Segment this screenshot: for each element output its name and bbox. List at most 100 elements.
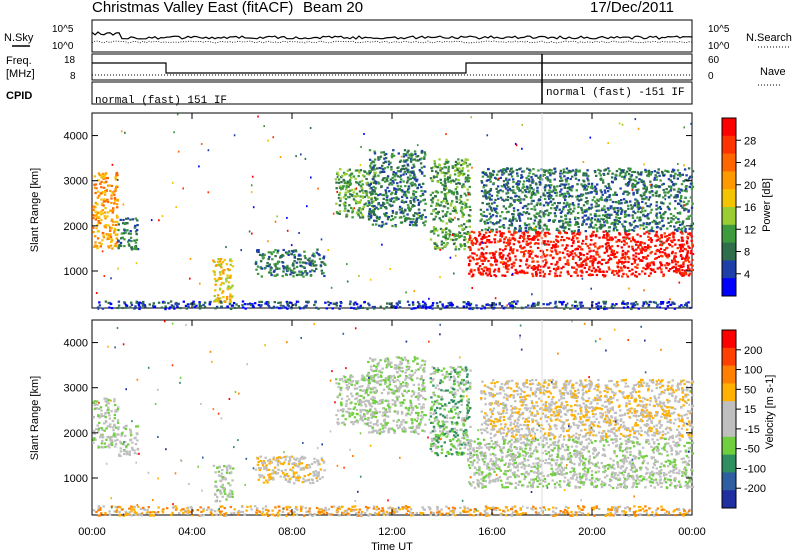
- data-cell: [493, 274, 496, 277]
- data-cell: [475, 304, 478, 307]
- data-cell: [518, 212, 522, 215]
- data-cell: [266, 303, 270, 306]
- data-cell: [327, 300, 330, 304]
- data-cell: [442, 235, 445, 238]
- data-cell: [443, 174, 446, 178]
- data-cell: [120, 237, 123, 240]
- data-cell: [604, 210, 607, 214]
- data-cell: [547, 303, 551, 306]
- data-cell: [509, 246, 512, 249]
- data-cell: [562, 300, 565, 303]
- data-cell: [96, 424, 99, 427]
- data-cell: [108, 229, 112, 232]
- data-cell: [504, 247, 507, 251]
- data-cell: [369, 166, 372, 169]
- data-cell: [655, 233, 658, 236]
- data-cell: [563, 186, 566, 189]
- data-cell: [261, 253, 265, 256]
- data-cell: [410, 307, 413, 310]
- data-cell: [424, 153, 427, 156]
- data-cell: [538, 225, 542, 228]
- data-cell: [549, 186, 552, 189]
- data-cell: [106, 425, 110, 428]
- data-cell: [322, 271, 325, 275]
- data-cell: [611, 181, 614, 184]
- data-cell: [450, 303, 453, 306]
- data-cell: [561, 172, 564, 175]
- data-cell: [617, 209, 620, 212]
- data-cell: [534, 216, 537, 219]
- data-cell: [446, 176, 450, 179]
- data-cell: [606, 207, 609, 210]
- data-cell: [636, 263, 639, 266]
- data-cell: [688, 232, 692, 235]
- data-cell: [539, 203, 542, 206]
- data-cell: [368, 203, 371, 207]
- data-cell: [459, 225, 462, 228]
- data-cell: [575, 221, 578, 224]
- data-cell: [479, 208, 483, 211]
- data-cell: [110, 197, 113, 200]
- data-cell: [657, 168, 660, 171]
- data-cell: [482, 186, 485, 189]
- data-cell: [612, 270, 615, 273]
- data-cell: [599, 305, 602, 308]
- data-cell: [292, 275, 295, 278]
- data-cell: [487, 239, 491, 242]
- data-cell: [506, 254, 510, 257]
- data-cell: [501, 198, 504, 201]
- data-cell: [607, 182, 610, 186]
- data-cell: [409, 174, 412, 177]
- data-cell: [539, 249, 542, 252]
- data-cell: [603, 251, 606, 254]
- data-cell: [676, 169, 680, 172]
- data-cell: [574, 248, 577, 251]
- data-cell: [614, 270, 618, 273]
- data-cell: [482, 241, 484, 244]
- data-cell: [488, 252, 492, 255]
- nsky-label: N.Sky: [4, 32, 34, 44]
- data-cell: [105, 177, 108, 180]
- data-cell: [615, 303, 618, 306]
- data-cell: [409, 201, 412, 204]
- data-cell: [594, 242, 597, 245]
- data-cell: [451, 200, 454, 203]
- data-cell: [225, 471, 229, 474]
- data-cell: [685, 217, 688, 220]
- data-cell: [639, 235, 642, 238]
- data-cell: [681, 223, 684, 226]
- data-cell: [419, 200, 422, 203]
- data-cell: [344, 182, 348, 185]
- data-cell: [359, 216, 362, 219]
- station-title: Christmas Valley East (fitACF): [92, 0, 293, 16]
- data-cell: [570, 212, 573, 215]
- data-cell: [686, 242, 689, 245]
- data-cell: [446, 161, 449, 164]
- data-cell: [610, 236, 613, 239]
- data-cell: [684, 196, 687, 200]
- data-cell: [521, 186, 524, 190]
- data-cell: [501, 274, 504, 277]
- data-cell: [271, 472, 274, 475]
- data-cell: [285, 273, 288, 277]
- data-cell: [506, 167, 509, 170]
- data-cell: [531, 250, 534, 253]
- data-cell: [502, 265, 505, 268]
- data-cell: [414, 152, 417, 156]
- data-cell: [601, 258, 604, 261]
- data-cell: [566, 201, 569, 204]
- data-cell: [676, 194, 679, 197]
- data-cell: [138, 306, 142, 309]
- data-cell: [229, 295, 232, 298]
- data-cell: [563, 196, 566, 200]
- data-cell: [522, 198, 526, 201]
- data-cell: [214, 500, 217, 503]
- data-cell: [130, 301, 133, 304]
- data-cell: [618, 122, 621, 125]
- data-cell: [534, 174, 537, 177]
- data-cell: [124, 424, 127, 428]
- data-cell: [639, 241, 642, 244]
- data-cell: [424, 307, 428, 310]
- data-cell: [101, 173, 104, 176]
- data-cell: [626, 234, 629, 237]
